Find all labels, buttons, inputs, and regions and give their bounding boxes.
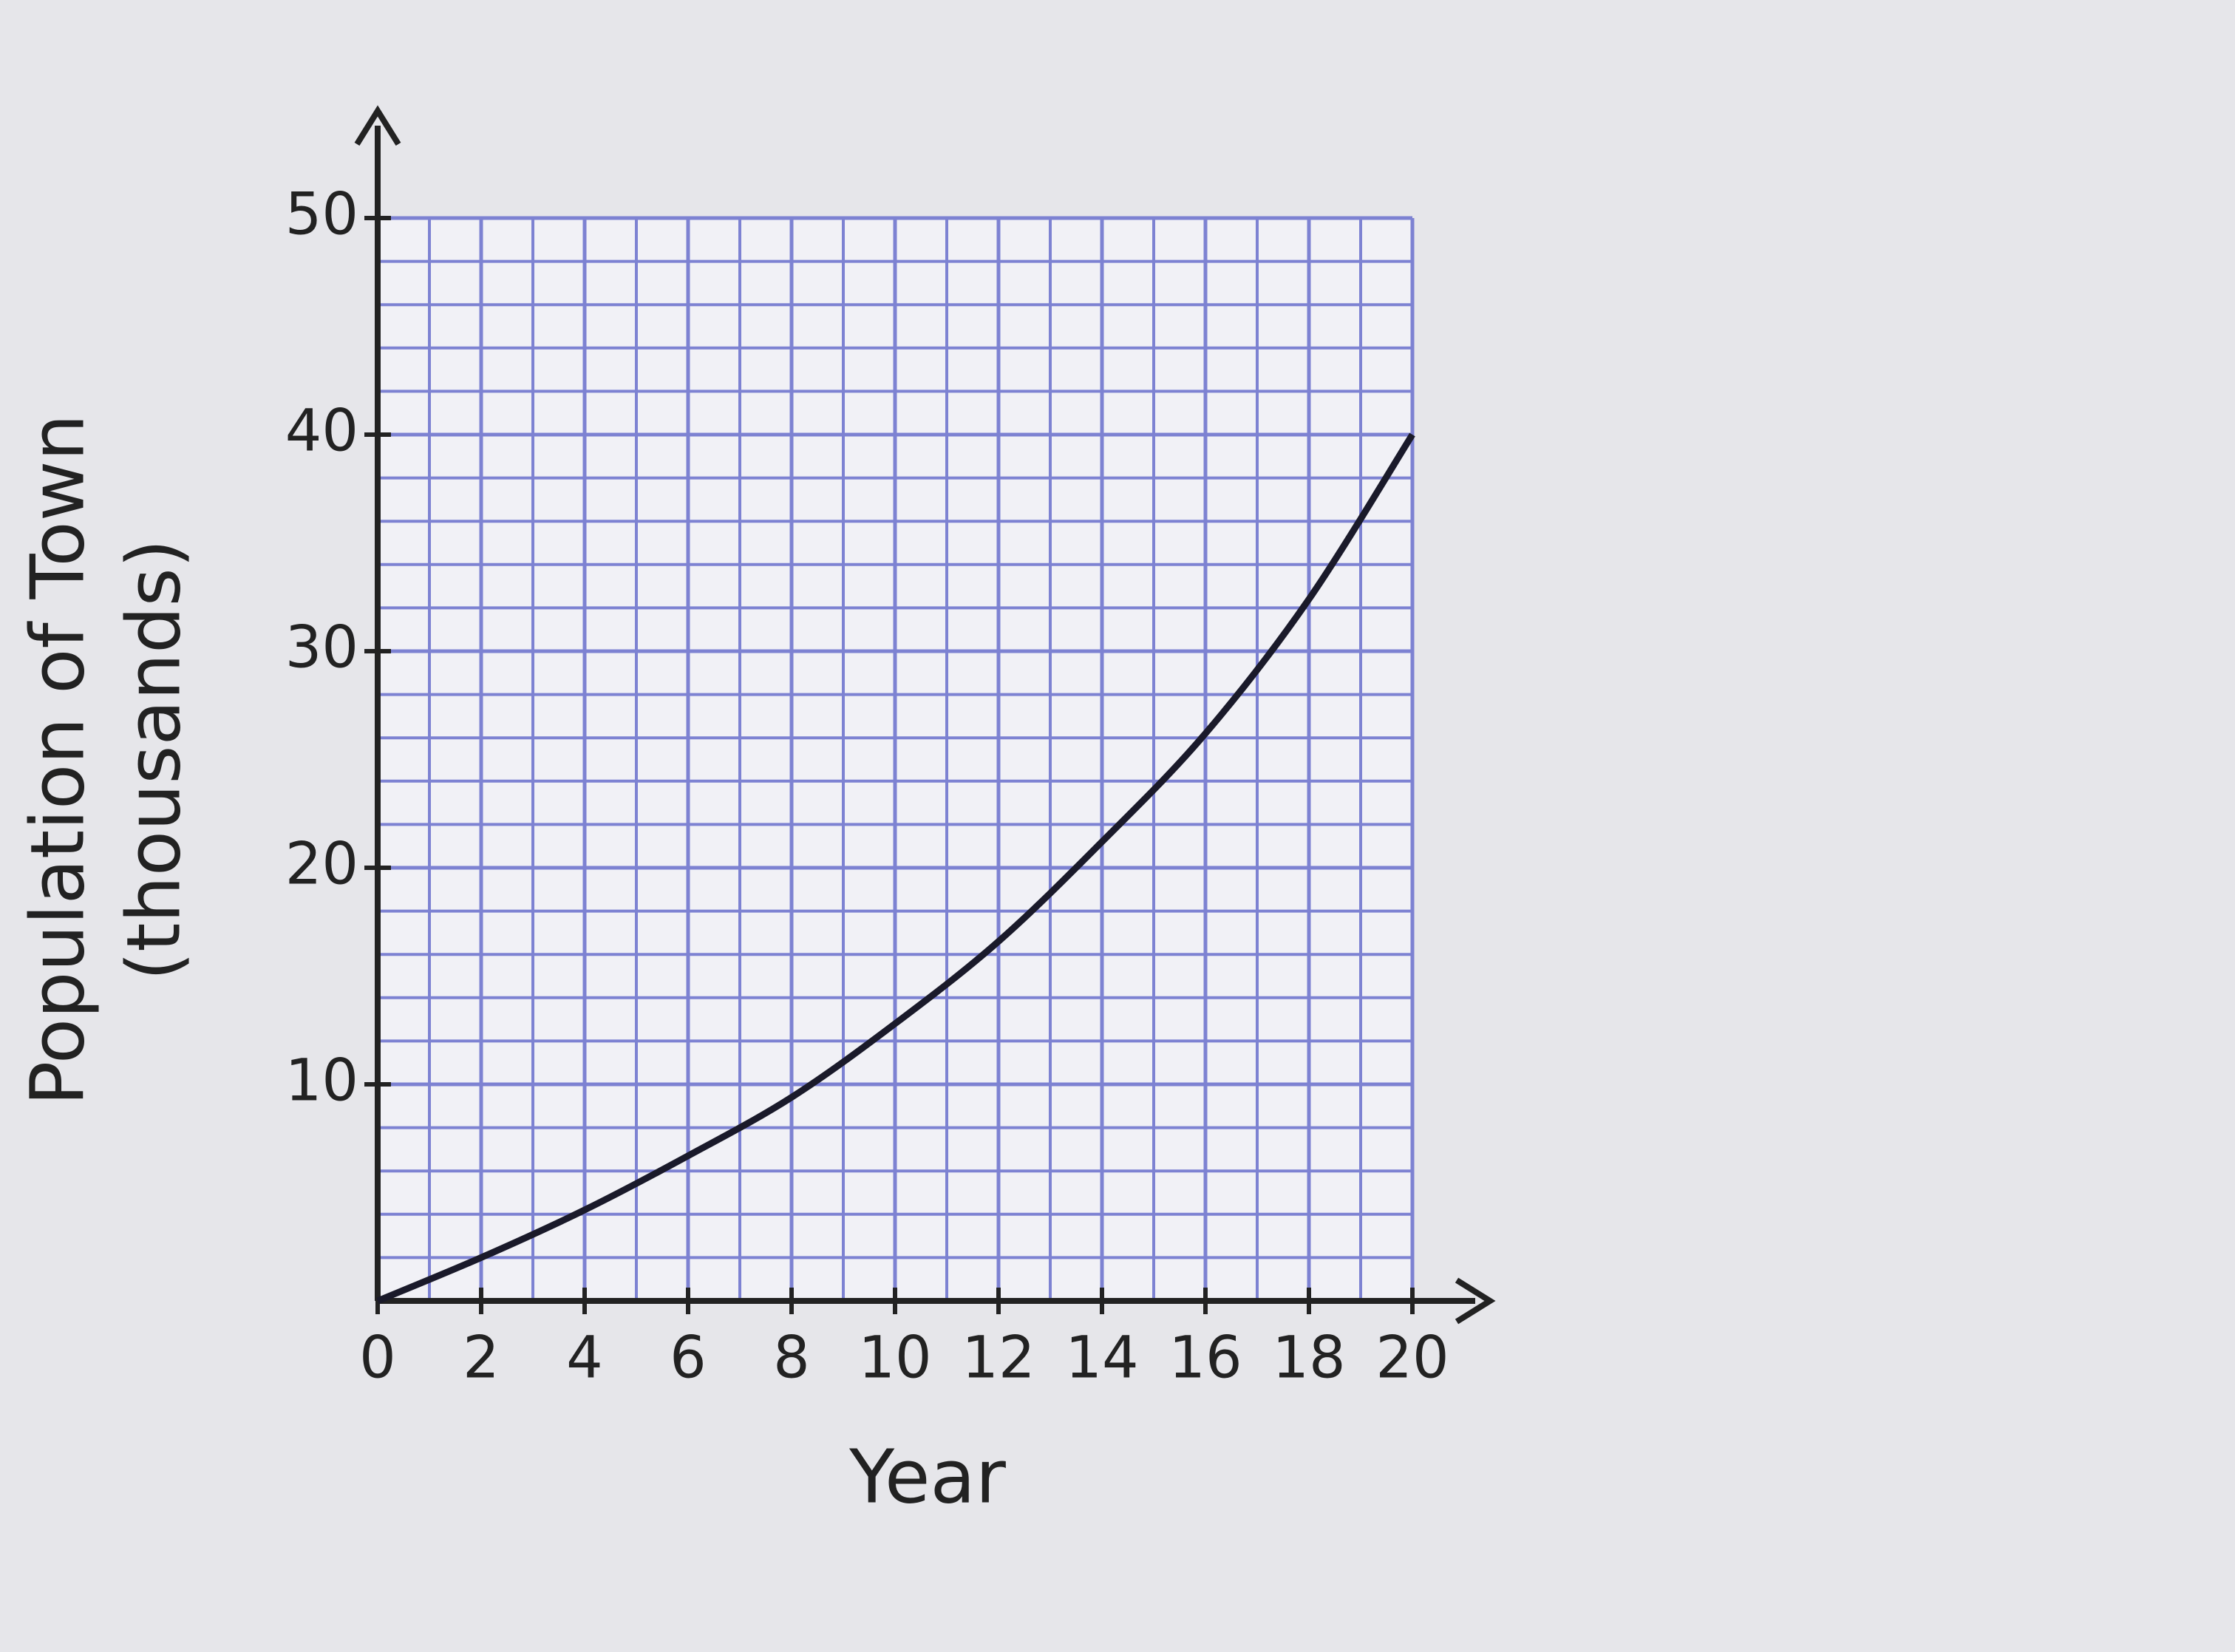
data-line [376,432,1415,1305]
y-tick-label: 10 [285,1047,358,1114]
x-tick-label: 2 [463,1325,500,1391]
x-tick-label: 8 [773,1325,810,1391]
x-tick-label: 6 [670,1325,707,1391]
x-tick-label: 10 [858,1325,931,1391]
x-tick-label: 20 [1375,1325,1449,1391]
x-tick-label: 4 [566,1325,603,1391]
x-axis-title: Year [848,1433,1007,1520]
y-axis-title: Population of Town [14,414,101,1106]
y-axis-subtitle: (thousands) [110,539,197,981]
y-tick-label: 30 [285,614,358,681]
y-axis-arrow [354,105,401,146]
x-tick-label: 18 [1272,1325,1345,1391]
x-tick-label: 12 [962,1325,1035,1391]
x-tick-label: 0 [359,1325,396,1391]
x-axis-arrow [1455,1277,1496,1325]
y-tick-label: 50 [285,181,358,248]
x-tick-label: 14 [1065,1325,1138,1391]
x-tick-label: 16 [1168,1325,1242,1391]
y-tick-label: 20 [285,831,358,897]
y-tick-label: 40 [285,398,358,464]
